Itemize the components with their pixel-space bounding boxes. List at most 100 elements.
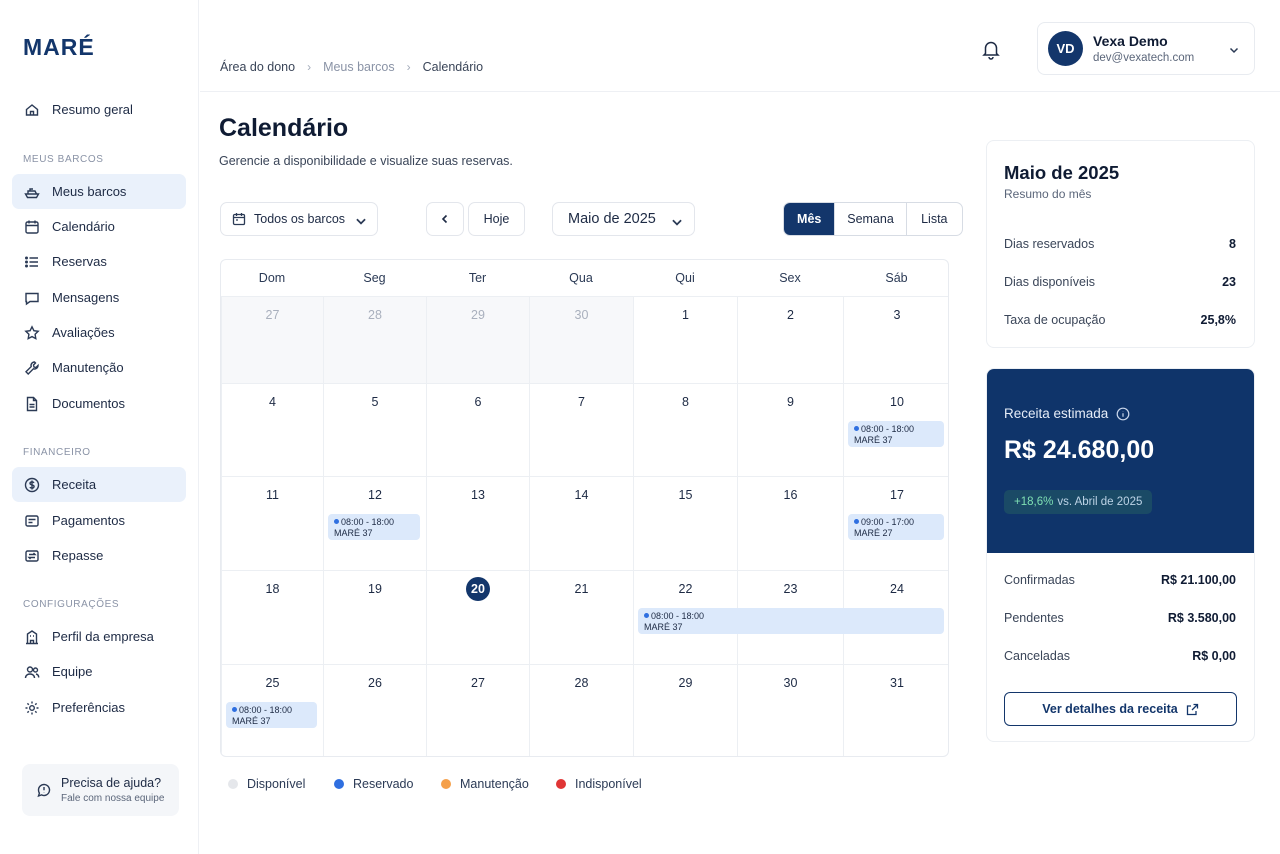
calendar-day-cell[interactable]: 12: [323, 476, 426, 570]
sidebar-item-avaliacoes[interactable]: Avaliações: [12, 315, 186, 350]
page-title: Calendário: [219, 114, 349, 142]
calendar-day-cell[interactable]: 13: [426, 476, 529, 570]
day-number: 12: [368, 488, 382, 502]
breadcrumb-item-area-do-dono[interactable]: Área do dono: [220, 60, 296, 74]
breadcrumb: Área do dono › Meus barcos › Calendário: [220, 60, 483, 74]
sidebar-item-calendario[interactable]: Calendário: [12, 209, 186, 244]
view-week-button[interactable]: Semana: [835, 203, 907, 235]
calendar-day-cell[interactable]: 18: [221, 570, 323, 664]
calendar-day-cell[interactable]: 22: [633, 570, 737, 664]
calendar-day-cell[interactable]: 11: [221, 476, 323, 570]
help-card[interactable]: Precisa de ajuda? Fale com nossa equipe: [22, 764, 179, 816]
calendar-day-cell[interactable]: 28: [529, 664, 633, 756]
bell-icon[interactable]: [980, 38, 1002, 60]
event-boat: MARÉ 37: [644, 622, 683, 632]
info-icon[interactable]: [1116, 407, 1130, 421]
view-list-button[interactable]: Lista: [921, 212, 948, 226]
day-number: 7: [578, 395, 585, 409]
legend-dot: [228, 779, 238, 789]
day-number: 4: [269, 395, 276, 409]
sidebar-item-pagamentos[interactable]: Pagamentos: [12, 503, 186, 538]
calendar-day-cell[interactable]: 6: [426, 383, 529, 476]
calendar-day-cell[interactable]: 8: [633, 383, 737, 476]
sidebar-item-receita[interactable]: Receita: [12, 467, 186, 502]
sidebar-item-documentos[interactable]: Documentos: [12, 386, 186, 421]
today-button[interactable]: Hoje: [468, 202, 525, 236]
sidebar-item-repasse[interactable]: Repasse: [12, 538, 186, 573]
reservation-event[interactable]: 08:00 - 18:00 MARÉ 37: [226, 702, 317, 728]
avatar: VD: [1048, 31, 1083, 66]
calendar-day-cell[interactable]: 14: [529, 476, 633, 570]
day-number: 16: [783, 488, 798, 502]
prev-month-button[interactable]: [426, 202, 464, 236]
summary-value: 23: [1222, 275, 1236, 289]
revenue-details-button[interactable]: Ver detalhes da receita: [1004, 692, 1237, 726]
calendar-day-cell[interactable]: 7: [529, 383, 633, 476]
view-month-button[interactable]: Mês: [784, 203, 836, 235]
calendar-day-cell[interactable]: 28: [323, 296, 426, 383]
calendar-day-cell[interactable]: 15: [633, 476, 737, 570]
revenue-row-value: R$ 3.580,00: [1167, 611, 1236, 625]
calendar-day-cell[interactable]: 29: [633, 664, 737, 756]
calendar-day-cell[interactable]: 27: [426, 664, 529, 756]
calendar-day-cell[interactable]: 25: [221, 664, 323, 756]
day-number: 19: [368, 582, 382, 596]
sidebar-item-perfil-da-empresa[interactable]: Perfil da empresa: [12, 619, 186, 654]
calendar-day-cell[interactable]: 16: [737, 476, 843, 570]
sidebar-item-reservas[interactable]: Reservas: [12, 244, 186, 279]
sidebar-item-label: Avaliações: [52, 325, 115, 340]
breadcrumb-item-meus-barcos[interactable]: Meus barcos: [323, 60, 395, 74]
user-menu[interactable]: VD Vexa Demo dev@vexatech.com: [1037, 22, 1255, 75]
sidebar-item-manutencao[interactable]: Manutenção: [12, 350, 186, 385]
day-number: 8: [682, 395, 689, 409]
calendar-day-cell[interactable]: 2: [737, 296, 843, 383]
day-number: 1: [682, 308, 689, 322]
calendar-day-cell[interactable]: 1: [633, 296, 737, 383]
revenue-change-suffix: vs. Abril de 2025: [1057, 496, 1143, 508]
sidebar-item-preferencias[interactable]: Preferências: [12, 690, 186, 725]
summary-label: Taxa de ocupação: [1004, 313, 1106, 327]
calendar-day-cell[interactable]: 30: [737, 664, 843, 756]
calendar-day-cell[interactable]: 21: [529, 570, 633, 664]
calendar-day-cell[interactable]: 29: [426, 296, 529, 383]
legend-item: Manutenção: [441, 777, 529, 791]
calendar-day-cell[interactable]: 10: [843, 383, 948, 476]
day-number: 11: [266, 488, 279, 502]
sidebar-item-meus-barcos[interactable]: Meus barcos: [12, 174, 186, 209]
calendar-day-cell[interactable]: 9: [737, 383, 843, 476]
reserved-dot-icon: [232, 707, 237, 712]
day-number: 14: [574, 488, 589, 502]
month-select-label: Maio de 2025: [568, 211, 656, 227]
legend-item: Indisponível: [556, 777, 642, 791]
month-calendar: Dom Seg Ter Qua Qui Sex Sáb 27 28 29 30 1 2 3 4 5 6 7 8 9 10…: [220, 259, 949, 757]
calendar-day-cell[interactable]: 26: [323, 664, 426, 756]
boat-filter-select[interactable]: Todos os barcos: [220, 202, 378, 236]
sidebar-item-equipe[interactable]: Equipe: [12, 654, 186, 689]
month-select[interactable]: Maio de 2025: [552, 202, 695, 236]
reservation-event[interactable]: 08:00 - 18:00 MARÉ 37: [638, 608, 944, 634]
legend-label: Reservado: [353, 777, 414, 791]
sidebar-item-label: Repasse: [52, 548, 104, 563]
calendar-day-cell[interactable]: 17: [843, 476, 948, 570]
calendar-day-cell[interactable]: 30: [529, 296, 633, 383]
sidebar-item-mensagens[interactable]: Mensagens: [12, 280, 186, 315]
day-number: 29: [678, 676, 693, 690]
calendar-day-cell[interactable]: 20: [426, 570, 529, 664]
calendar-day-cell[interactable]: 31: [843, 664, 948, 756]
calendar-day-cell[interactable]: 4: [221, 383, 323, 476]
day-number: 22: [678, 582, 693, 596]
calendar-day-cell[interactable]: 3: [843, 296, 948, 383]
reservation-event[interactable]: 09:00 - 17:00 MARÉ 27: [848, 514, 944, 540]
calendar-day-cell[interactable]: 19: [323, 570, 426, 664]
calendar-day-cell[interactable]: 27: [221, 296, 323, 383]
header-divider: [200, 91, 1280, 92]
day-number: 6: [474, 395, 482, 409]
calendar-day-cell[interactable]: 5: [323, 383, 426, 476]
reservation-event[interactable]: 08:00 - 18:00 MARÉ 37: [328, 514, 420, 540]
reservation-event[interactable]: 08:00 - 18:00 MARÉ 37: [848, 421, 944, 447]
event-boat: MARÉ 37: [232, 716, 271, 726]
brand-logo[interactable]: MARÉ: [23, 34, 95, 60]
day-number: 28: [574, 676, 589, 690]
reserved-dot-icon: [854, 426, 859, 431]
sidebar-item-resumo-geral[interactable]: Resumo geral: [12, 92, 186, 127]
